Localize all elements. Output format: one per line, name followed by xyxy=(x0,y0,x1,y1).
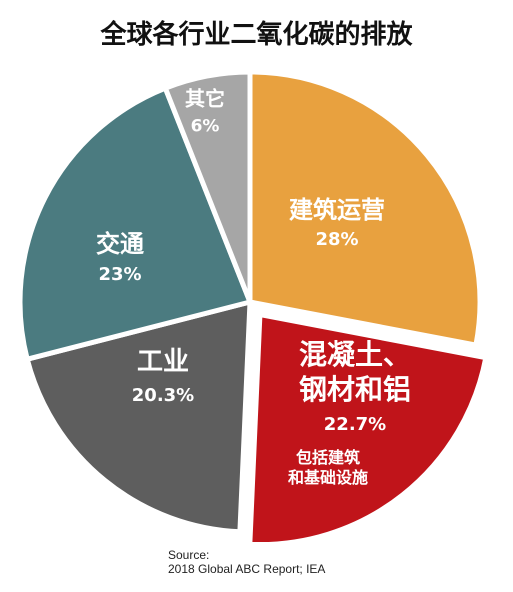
pie-slice xyxy=(247,69,483,348)
value-label: 23% xyxy=(98,263,142,285)
pie-slice xyxy=(17,85,253,362)
value-label: 6% xyxy=(190,116,220,137)
annotation: 包括建筑 和基础设施 xyxy=(287,448,369,487)
value-label: 28% xyxy=(315,228,359,250)
source-note: Source: 2018 Global ABC Report; IEA xyxy=(168,548,326,577)
slice-label: 交通 xyxy=(96,230,144,258)
pie-slice xyxy=(162,69,253,305)
chart-title: 全球各行业二氧化碳的排放 xyxy=(100,20,413,50)
pie-slice xyxy=(247,312,489,548)
slice-label: 工业 xyxy=(136,346,190,377)
slice-label: 建筑运营 xyxy=(289,196,385,224)
slice-label: 混凝土、 钢材和铝 xyxy=(298,338,412,406)
pie-slice xyxy=(24,299,253,535)
value-label: 22.7% xyxy=(323,413,387,435)
value-label: 20.3% xyxy=(131,384,195,406)
slice-label: 其它 xyxy=(185,86,225,111)
